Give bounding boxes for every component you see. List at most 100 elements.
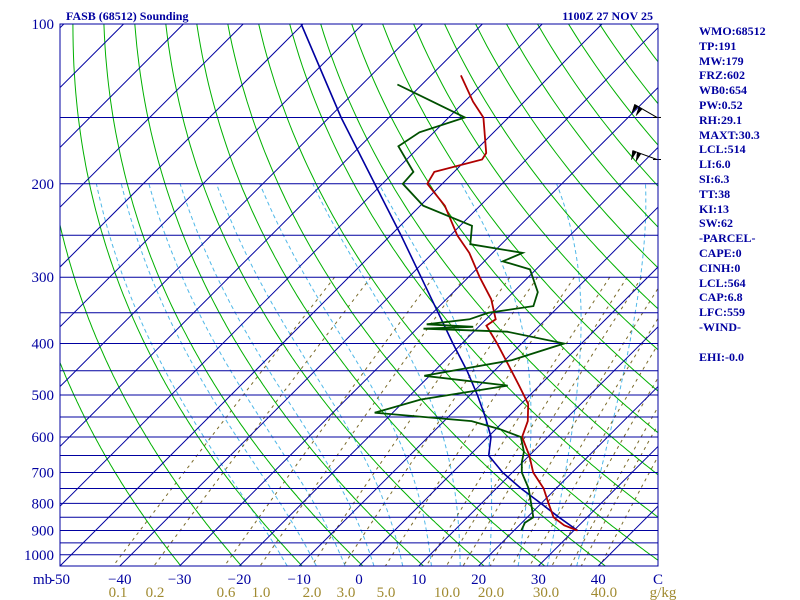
index-7: MAXT:30.3: [699, 127, 760, 142]
isotherm-10: [418, 326, 658, 566]
mixing-ratio-label-0: 0.1: [109, 585, 128, 600]
mixing-ratio-3: [342, 276, 539, 566]
moist-adiabat-10: [259, 183, 432, 566]
wind-barb-180: [631, 150, 661, 162]
pressure-tick-200: 200: [32, 177, 55, 193]
mixing-ratio-1: [259, 276, 466, 566]
isotherm--120: [60, 24, 184, 149]
pressure-tick-600: 600: [32, 430, 55, 446]
temperature-tick-9: 40: [591, 572, 606, 588]
mixing-ratio-24: [529, 343, 658, 566]
isotherm--140: [60, 24, 65, 29]
dry-adiabat-490: [785, 24, 800, 566]
dry-adiabat-330: [289, 24, 658, 518]
index-5: PW:0.52: [699, 97, 743, 112]
parcel-line: [300, 24, 578, 532]
wind-barbs: [631, 104, 661, 162]
dry-adiabat-370: [413, 24, 658, 351]
index-15: CAPE:0: [699, 245, 742, 260]
mixing-ratio-label-2: 0.6: [217, 585, 236, 600]
index-16: CINH:0: [699, 260, 741, 275]
mixing-ratio-label-7: 10.0: [434, 585, 460, 600]
dry-adiabats: [60, 24, 800, 566]
mixing-ratio-20: [511, 317, 658, 566]
pressure-tick-labels: 100 200 300 400 500 600 700 800 900 1000: [24, 17, 54, 564]
pressure-tick-400: 400: [32, 337, 55, 353]
mixing-ratio-2: [310, 276, 511, 566]
dry-adiabat-300: [196, 24, 546, 566]
isotherm--100: [60, 24, 304, 268]
isotherm--60: [60, 24, 543, 507]
moist-adiabat-0: [179, 183, 375, 566]
temperature-tick-labels: -50 −40 −30 −20 −10 0 10 20 30 40 C: [50, 572, 663, 588]
index-0: WMO:68512: [699, 24, 766, 38]
mixing-ratio-label-4: 2.0: [303, 585, 322, 600]
dry-adiabat-250: [60, 222, 242, 566]
plot-background: [60, 24, 658, 566]
dry-adiabat-360: [382, 24, 658, 392]
temperature-line: [426, 75, 578, 532]
mixing-ratio-label-5: 3.0: [337, 585, 356, 600]
temperature-tick-1: −40: [108, 572, 131, 588]
moist-adiabat--15: [95, 183, 288, 566]
index-20: -WIND-: [699, 319, 741, 334]
dry-adiabat-270: [103, 24, 364, 566]
mixing-ratio-label-11: g/kg: [650, 585, 677, 600]
isotherm--150: [0, 24, 4, 566]
index-21: [699, 335, 766, 350]
index-1: TP:191: [699, 38, 737, 53]
dry-adiabat-240: [60, 361, 182, 566]
moist-adiabat-20: [378, 183, 493, 566]
pressure-tick-500: 500: [32, 388, 55, 404]
mixing-ratio-48: [599, 455, 658, 566]
index-3: FRZ:602: [699, 68, 745, 83]
mixing-ratio-0.2: [153, 276, 372, 566]
station-title: FASB (68512) Sounding: [66, 9, 188, 23]
temperature-tick-2: −30: [168, 572, 191, 588]
index-10: SI:6.3: [699, 171, 730, 186]
pressure-tick-300: 300: [32, 270, 55, 286]
isotherm-30: [538, 445, 658, 566]
temperature-tick-3: −20: [228, 572, 251, 588]
temperature-tick-0: -50: [50, 572, 70, 588]
index-9: LI:6.0: [699, 157, 731, 172]
pressure-tick-100: 100: [32, 17, 55, 33]
mixing-ratio-0.6: [224, 276, 434, 566]
mixing-ratio-label-6: 5.0: [377, 585, 396, 600]
index-17: LCL:564: [699, 275, 746, 290]
dry-adiabat-380: [444, 24, 658, 310]
index-14: -PARCEL-: [699, 231, 756, 246]
dry-adiabat-290: [165, 24, 485, 566]
isotherms: [0, 24, 658, 566]
isotherm--10: [298, 206, 658, 566]
isotherm-20: [478, 385, 658, 566]
isotherm--40: [119, 27, 658, 566]
mixing-ratio-label-8: 20.0: [478, 585, 504, 600]
dry-adiabat-260: [72, 24, 303, 566]
mixing-ratio-label-3: 1.0: [252, 585, 271, 600]
dry-adiabat-340: [320, 24, 658, 476]
mixing-ratio-lines: [112, 276, 658, 566]
index-8: LCL:514: [699, 142, 746, 157]
moist-adiabat-30: [546, 183, 582, 566]
isotherm--90: [60, 24, 364, 328]
isotherm--50: [60, 24, 603, 566]
temperature-tick-8: 30: [531, 572, 546, 588]
dry-adiabat-280: [134, 24, 424, 566]
plot-frame: [59, 23, 659, 567]
isotherm--110: [60, 24, 244, 208]
pressure-tick-1000: 1000: [24, 548, 54, 564]
sounding-time: 1100Z 27 NOV 25: [562, 9, 653, 23]
isotherm--70: [60, 24, 483, 448]
mixing-ratio-16: [489, 287, 658, 566]
isobars: [60, 24, 658, 566]
dewpoint-line: [374, 83, 568, 531]
temperature-tick-4: −10: [287, 572, 310, 588]
temperature-tick-7: 20: [471, 572, 486, 588]
sounding-profiles: [300, 24, 578, 532]
index-18: CAP:6.8: [699, 290, 743, 305]
sounding-indices: WMO:68512 TP:191 MW:179 FRZ:602 WB0:654 PW:0.…: [699, 24, 766, 364]
pressure-tick-900: 900: [32, 523, 55, 539]
pressure-tick-700: 700: [32, 466, 55, 482]
